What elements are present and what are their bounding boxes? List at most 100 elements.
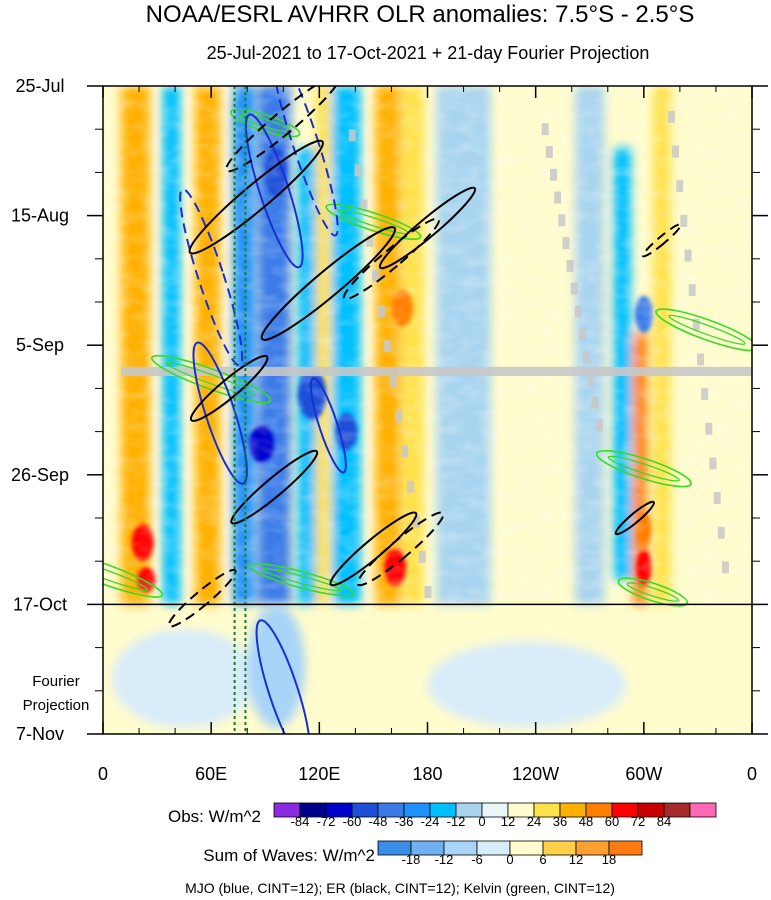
missing-data-block	[583, 351, 591, 364]
missing-data-block	[558, 214, 566, 227]
missing-data-block	[407, 480, 415, 493]
waves-colorbar-level-label: 0	[506, 852, 513, 867]
missing-data-block	[705, 422, 713, 435]
missing-data-block	[377, 305, 385, 318]
obs-colorbar-level-label: 36	[553, 814, 567, 829]
obs-colorbar: Obs: W/m^2 -84 -72 -60 -48 -36 -24 -12 0 12 24 36 4…	[168, 802, 717, 829]
projection-anomaly	[247, 604, 305, 728]
missing-data-block	[709, 457, 717, 470]
y-tick-label: 25-Jul	[15, 76, 64, 96]
x-tick-label: 0	[747, 764, 757, 784]
kelvin-contour	[103, 549, 164, 598]
missing-data-block	[713, 492, 721, 505]
missing-data-block	[389, 375, 397, 388]
kelvin-contour	[325, 203, 422, 240]
missing-data-block	[667, 110, 675, 123]
obs-colorbar-level-label: -48	[369, 814, 388, 829]
missing-data-block	[545, 145, 553, 158]
missing-data-block	[541, 123, 549, 136]
mjo-contour	[271, 86, 339, 237]
missing-data-block	[717, 526, 725, 539]
er-contour	[614, 500, 655, 536]
projection-anomaly	[112, 629, 257, 728]
waves-colorbar-level-label: 12	[569, 852, 583, 867]
mjo-contours	[179, 86, 347, 734]
x-axis: 0 60E 120E 180 120W 60W 0	[98, 86, 757, 784]
missing-data-block	[395, 410, 403, 423]
x-tick-label: 120W	[512, 764, 559, 784]
reference-longitude-lines	[233, 86, 247, 734]
projection-label-line2: Projection	[23, 697, 90, 714]
y-tick-label: 15-Aug	[11, 206, 69, 226]
y-tick-label: 26-Sep	[11, 465, 69, 485]
obs-colorbar-level-label: -84	[291, 814, 310, 829]
obs-colorbar-level-label: -24	[421, 814, 440, 829]
er-contour	[356, 511, 445, 587]
obs-colorbar-level-label: -36	[395, 814, 414, 829]
x-tick-label: 0	[98, 764, 108, 784]
missing-data-block	[595, 419, 603, 432]
missing-data-block	[383, 340, 391, 353]
y-axis: 25-Jul 15-Aug 5-Sep 26-Sep 17-Oct 7-Nov	[11, 76, 768, 744]
mjo-contour	[309, 377, 347, 474]
projection-anomaly	[427, 641, 626, 728]
missing-data-block	[721, 561, 729, 574]
er-contour	[378, 186, 477, 270]
missing-data-block	[696, 353, 704, 366]
missing-data-block	[688, 284, 696, 297]
missing-data-mask	[121, 110, 752, 599]
waves-colorbar-level-label: -18	[402, 852, 421, 867]
kelvin-contour	[617, 577, 689, 607]
missing-data-block	[574, 305, 582, 318]
kelvin-contour	[595, 449, 692, 488]
mjo-contour	[179, 188, 244, 367]
er-contour	[641, 223, 682, 258]
obs-colorbar-swatch	[689, 802, 717, 818]
x-tick-label: 60E	[195, 764, 227, 784]
obs-colorbar-level-label: 48	[579, 814, 593, 829]
missing-data-block	[701, 388, 709, 401]
missing-data-block	[372, 269, 380, 282]
missing-data-block	[550, 168, 558, 181]
missing-data-block	[554, 191, 562, 204]
footer-caption: MJO (blue, CINT=12); ER (black, CINT=12)…	[185, 880, 615, 896]
y-tick-label: 5-Sep	[16, 335, 64, 355]
er-contour	[189, 354, 269, 422]
missing-data-block	[418, 550, 426, 563]
missing-data-block	[562, 237, 570, 250]
waves-colorbar-swatch	[509, 840, 544, 856]
waves-colorbar-level-label: -12	[435, 852, 454, 867]
missing-data-block	[348, 129, 356, 142]
missing-data-block	[692, 318, 700, 331]
missing-data-block	[360, 199, 368, 212]
missing-data-strip	[121, 366, 752, 377]
obs-colorbar-level-label: 0	[478, 814, 485, 829]
er-contour	[225, 86, 342, 173]
missing-data-block	[401, 445, 409, 458]
waves-colorbar: Sum of Waves: W/m^2 -18 -12 -6 0 6 12 18	[203, 840, 643, 867]
obs-colorbar-level-label: -60	[343, 814, 362, 829]
missing-data-block	[684, 249, 692, 262]
kelvin-contour-inner	[261, 568, 342, 592]
missing-data-block	[591, 396, 599, 409]
missing-data-block	[566, 259, 574, 272]
er-contour	[230, 449, 319, 525]
obs-colorbar-level-label: 60	[605, 814, 619, 829]
projection-field	[112, 604, 626, 728]
missing-data-block	[354, 164, 362, 177]
missing-data-block	[672, 145, 680, 158]
kelvin-contour-inner	[607, 455, 680, 482]
kelvin-contour	[230, 108, 301, 138]
projection-label-line1: Fourier	[32, 673, 80, 690]
obs-colorbar-level-label: 12	[501, 814, 515, 829]
kelvin-contour	[248, 562, 355, 597]
x-tick-label: 120E	[298, 764, 340, 784]
obs-colorbar-level-label: 24	[527, 814, 541, 829]
missing-data-block	[579, 328, 587, 341]
x-tick-label: 60W	[625, 764, 662, 784]
y-tick-label: 17-Oct	[13, 594, 67, 614]
obs-colorbar-level-label: 72	[631, 814, 645, 829]
mjo-contour	[255, 619, 311, 734]
er-contour	[329, 511, 418, 587]
